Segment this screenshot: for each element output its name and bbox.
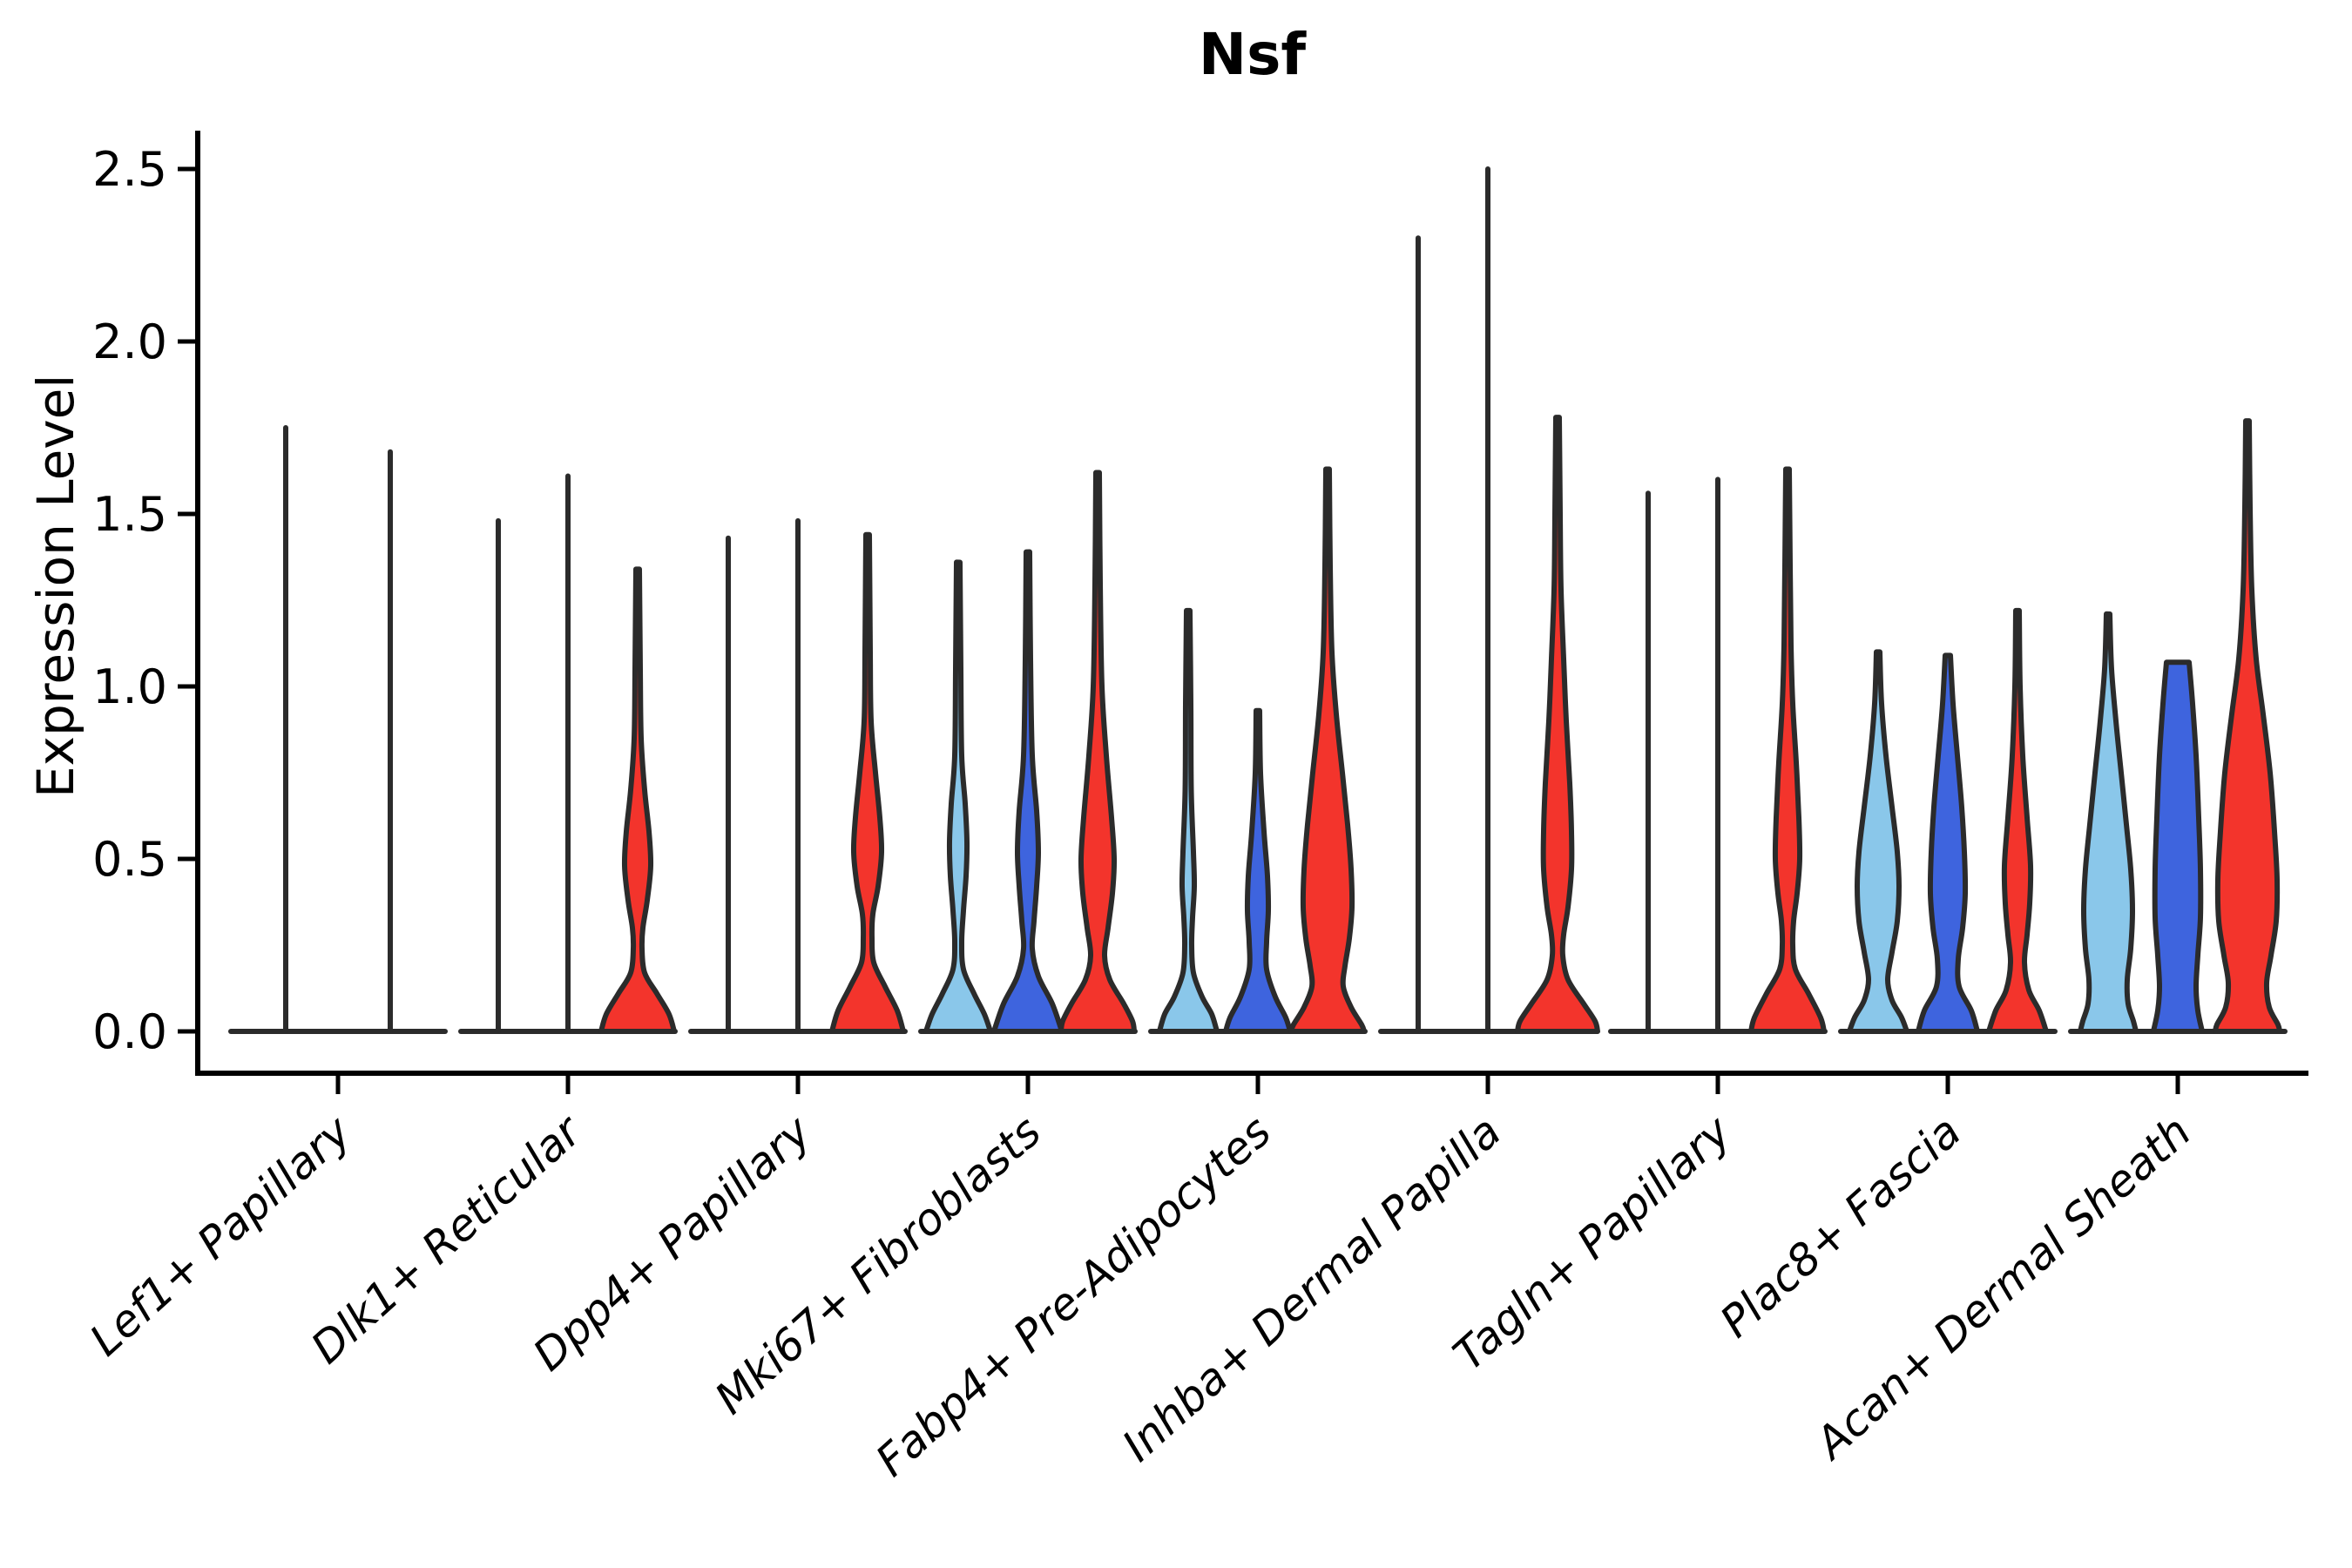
y-tick-label: 0.0: [92, 1004, 167, 1059]
y-tick-label: 2.5: [92, 142, 167, 197]
violin-red-8: [1986, 607, 2049, 1034]
violin-red-4: [1058, 470, 1137, 1034]
violin-dark_blue-5: [1223, 707, 1293, 1034]
x-tick-label-5: Fabp4+ Pre-Adipocytes: [867, 1106, 1281, 1486]
y-tick-label: 2.0: [92, 314, 167, 369]
violin-red-7: [1748, 466, 1827, 1034]
y-tick-label: 1.5: [92, 487, 167, 542]
y-tick-label: 0.5: [92, 832, 167, 887]
violin-light_blue-5: [1157, 607, 1220, 1034]
violin-dark_blue-8: [1916, 652, 1980, 1034]
violin-red-5: [1288, 466, 1367, 1034]
chart-title: Nsf: [1198, 21, 1307, 88]
violin-red-3: [829, 531, 906, 1034]
violin-red-2: [598, 566, 677, 1034]
violin-dark_blue-9: [2151, 659, 2205, 1034]
violin-red-9: [2213, 418, 2282, 1034]
x-tick-label-9: Acan+ Dermal Sheath: [1804, 1106, 2200, 1470]
violin-light_blue-8: [1847, 649, 1909, 1034]
y-tick-label: 1.0: [92, 659, 167, 714]
violin-red-6: [1515, 415, 1600, 1034]
violin-light_blue-9: [2078, 611, 2139, 1034]
violin-light_blue-4: [923, 559, 993, 1034]
x-tick-label-6: Inhba+ Dermal Papilla: [1113, 1106, 1511, 1471]
violin-dark_blue-4: [991, 549, 1064, 1034]
x-tick-label-8: Plac8+ Fascia: [1711, 1106, 1970, 1348]
